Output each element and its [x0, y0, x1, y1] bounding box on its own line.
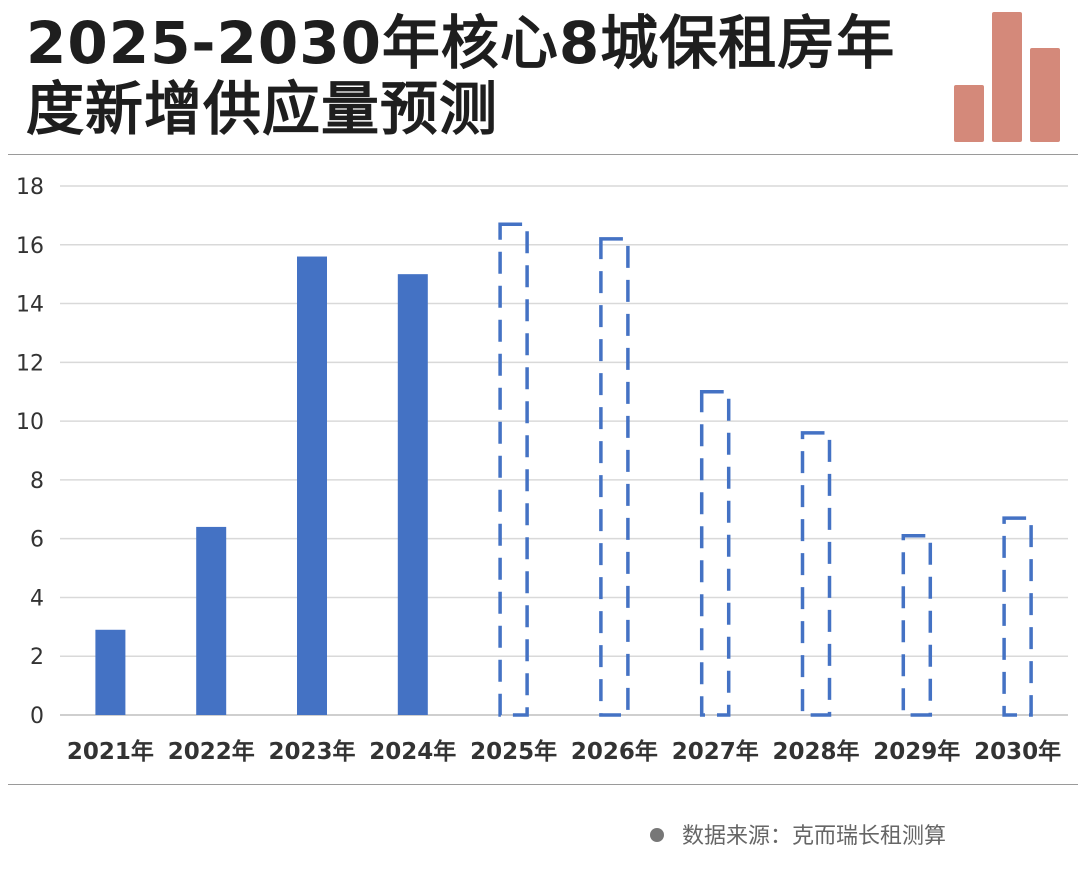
- title-line-2: 度新增供应量预测: [26, 75, 499, 143]
- bar-forecast-2027年: [699, 389, 731, 717]
- x-tick-label: 2021年: [67, 738, 154, 765]
- bar-chart-logo-icon: [954, 12, 1060, 142]
- y-tick-label: 12: [16, 351, 44, 376]
- bullet-dot-icon: [650, 828, 664, 842]
- y-tick-label: 4: [30, 586, 44, 611]
- logo-bar-middle: [992, 12, 1022, 142]
- chart-title: 2025-2030年核心8城保租房年 度新增供应量预测: [26, 10, 946, 142]
- footer-divider: [8, 784, 1078, 785]
- bars: [95, 222, 1033, 717]
- title-line-1: 2025-2030年核心8城保租房年: [26, 9, 896, 77]
- x-tick-label: 2029年: [873, 738, 960, 765]
- bar-forecast-2029年: [901, 533, 933, 717]
- x-axis-ticks: 2021年 2022年 2023年 2024年 2025年 2026年 2027年 2028年…: [67, 738, 1061, 765]
- bar-actual-2024年: [397, 274, 428, 715]
- x-tick-label: 2023年: [268, 738, 355, 765]
- y-tick-label: 16: [16, 234, 44, 259]
- y-tick-label: 8: [30, 469, 44, 494]
- title-divider: [8, 154, 1078, 155]
- y-tick-label: 18: [16, 175, 44, 200]
- y-tick-label: 14: [16, 293, 44, 318]
- bar-forecast-2030年: [1002, 516, 1033, 717]
- bar-actual-2022年: [196, 526, 227, 715]
- bar-actual-2021年: [95, 629, 126, 715]
- bar-forecast-2025年: [498, 222, 529, 717]
- bar-forecast-2028年: [800, 431, 832, 717]
- gridlines: [60, 185, 1068, 716]
- bar-actual-2023年: [297, 256, 327, 715]
- x-tick-label: 2024年: [369, 738, 456, 765]
- x-tick-label: 2022年: [168, 738, 255, 765]
- logo-bar-left: [954, 85, 984, 142]
- y-tick-label: 10: [16, 410, 44, 435]
- y-tick-label: 6: [30, 528, 44, 553]
- logo-bar-right: [1030, 48, 1060, 142]
- bar-chart: 0 2 4 6 8 10 12 14 16 18 2021年 2022年 2023年 2024年 2025…: [16, 175, 1068, 765]
- x-tick-label: 2030年: [974, 738, 1061, 765]
- y-tick-label: 0: [30, 704, 44, 729]
- y-axis-ticks: 0 2 4 6 8 10 12 14 16 18: [16, 175, 44, 729]
- x-tick-label: 2027年: [672, 738, 759, 765]
- x-tick-label: 2026年: [571, 738, 658, 765]
- bar-forecast-2026年: [599, 237, 630, 717]
- source-note: 数据来源：克而瑞长租测算: [650, 818, 1070, 850]
- x-tick-label: 2025年: [470, 738, 557, 765]
- source-text: 数据来源：克而瑞长租测算: [682, 824, 947, 849]
- y-tick-label: 2: [30, 645, 44, 670]
- x-tick-label: 2028年: [772, 738, 859, 765]
